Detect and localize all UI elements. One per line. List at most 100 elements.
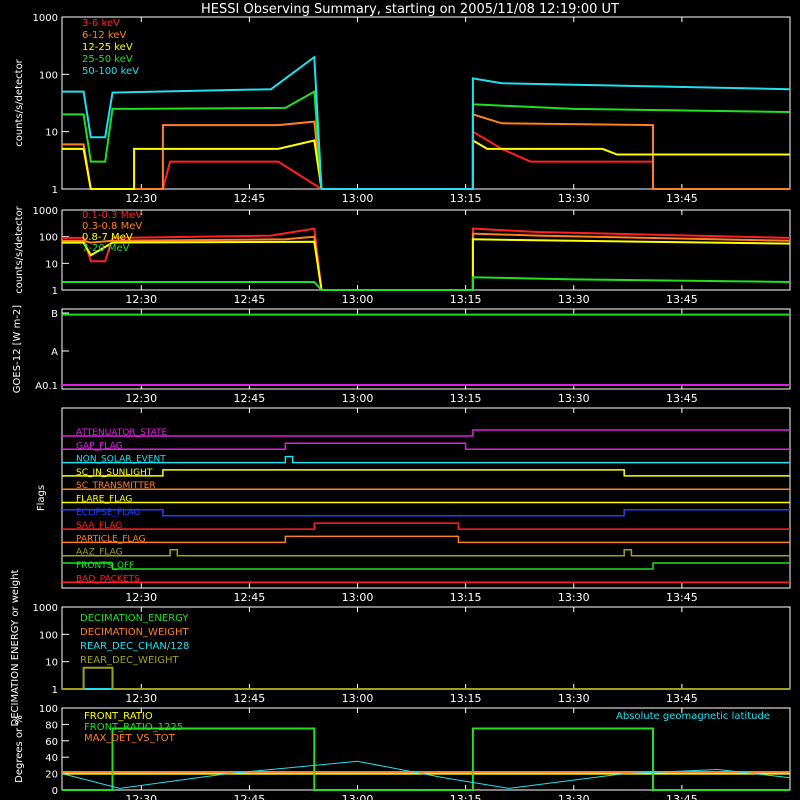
panel-4-x-tick-label: 13:45 <box>666 692 698 705</box>
flag-line-aaz-flag <box>62 548 790 557</box>
panel-5-y-tick-label: 20 <box>45 770 58 781</box>
panel-5-y-label: Degrees or % <box>14 715 25 783</box>
flag-label-eclipse-flag: ECLIPSE_FLAG <box>76 508 140 518</box>
panel-2-y-tick-label: B <box>51 309 58 320</box>
panel-2-x-tick-label: 12:30 <box>125 392 157 405</box>
panel-1-legend-entry: 0.1-0.3 MeV <box>82 210 142 221</box>
panel-3-x-tick-label: 13:15 <box>450 591 482 604</box>
series-line-rear-dec-weight <box>62 666 790 690</box>
panel-3-y-label: Flags <box>36 485 47 511</box>
panel-0-x-tick-label: 12:45 <box>234 192 266 205</box>
panel-5-x-tick-label: 12:45 <box>234 793 266 800</box>
panel-2-x-tick-label: 12:45 <box>234 392 266 405</box>
panel-5-y-tick-label: 40 <box>45 753 58 764</box>
flag-label-fronts-off: FRONTS_OFF <box>76 561 134 571</box>
panel-0-legend-entry: 25-50 keV <box>82 54 133 65</box>
panel-1-x-tick-label: 13:45 <box>666 293 698 306</box>
flag-line-fronts-off <box>62 562 790 570</box>
panel-0-legend-entry: 6-12 keV <box>82 30 126 41</box>
panel-3-x-tick-label: 13:30 <box>558 591 590 604</box>
panel-4-x-tick-label: 13:00 <box>342 692 374 705</box>
panel-2-x-tick-label: 13:00 <box>342 392 374 405</box>
series-line-12-25-kev <box>62 138 790 190</box>
panel-3-x-tick-label: 13:45 <box>666 591 698 604</box>
panel-5-legend-entry: FRONT_RATIO_1225 <box>84 722 183 733</box>
flag-label-sc-transmitter: SC_TRANSMITTER <box>76 481 156 491</box>
panel-0-y-tick-label: 100 <box>39 70 58 81</box>
flag-label-bad-packets: BAD_PACKETS <box>76 574 140 584</box>
panel-0-x-tick-label: 13:45 <box>666 192 698 205</box>
panel-1-legend-entry: 7-20 MeV <box>82 243 130 254</box>
panel-4-legend-entry: REAR_DEC_CHAN/128 <box>80 641 189 652</box>
panel-5-y-tick-label: 60 <box>45 737 58 748</box>
panel-5-y-tick-label: 0 <box>52 786 58 797</box>
panel-1-legend-entry: 0.3-0.8 MeV <box>82 221 142 232</box>
panel-1-y-tick-label: 1 <box>52 286 58 297</box>
panel-5-x-tick-label: 13:00 <box>342 793 374 800</box>
panel-4-x-tick-label: 12:45 <box>234 692 266 705</box>
panel-0-frame <box>61 16 791 190</box>
panel-4-y-tick-label: 10 <box>45 658 58 669</box>
panel-2-y-label: GOES-12 [W m-2] <box>12 305 23 393</box>
flag-label-particle-flag: PARTICLE_FLAG <box>76 534 146 544</box>
panel-5-legend-entry: FRONT_RATIO <box>84 711 153 722</box>
panel-3-frame <box>61 407 791 589</box>
panel-4-legend-entry: REAR_DEC_WEIGHT <box>80 655 179 666</box>
panel-5-y-tick-label: 80 <box>45 720 58 731</box>
flag-label-saa-flag: SAA_FLAG <box>76 521 122 531</box>
series-line-0-8-7-mev <box>62 238 791 291</box>
panel-0-legend-entry: 12-25 keV <box>82 42 133 53</box>
panel-3-x-tick-label: 12:45 <box>234 591 266 604</box>
panel-5-x-tick-label: 13:15 <box>450 793 482 800</box>
panel-2-x-tick-label: 13:30 <box>558 392 590 405</box>
flag-label-aaz-flag: AAZ_FLAG <box>76 548 123 558</box>
panel-2-y-tick-label: A0.1 <box>35 381 58 392</box>
panel-4-y-tick-label: 1 <box>52 685 58 696</box>
flag-line-particle-flag <box>62 535 790 544</box>
panel-0-y-tick-label: 10 <box>45 128 58 139</box>
panel-1-x-tick-label: 13:00 <box>342 293 374 306</box>
flag-line-attenuator-state <box>62 429 790 437</box>
series-line-0-1-0-3-mev <box>62 227 791 291</box>
panel-1-x-tick-label: 12:45 <box>234 293 266 306</box>
series-line-front-ratio-1225 <box>62 727 790 791</box>
series-line-0-3-0-8-mev <box>62 232 791 291</box>
panel-0-y-label: counts/s/detector <box>14 58 25 146</box>
panel-1-x-tick-label: 12:30 <box>125 293 157 306</box>
flag-label-attenuator-state: ATTENUATOR_STATE <box>76 428 168 438</box>
panel-0-x-tick-label: 13:00 <box>342 192 374 205</box>
panel-4-y-label: DECIMATION ENERGY or weight <box>10 569 21 726</box>
panel-0-y-tick-label: 1 <box>52 185 58 196</box>
flag-line-gap-flag <box>62 442 790 451</box>
panel-5-x-tick-label: 13:45 <box>666 793 698 800</box>
flag-label-flare-flag: FLARE_FLAG <box>76 495 132 505</box>
series-line-6-12-kev <box>62 113 790 190</box>
panel-4-y-tick-label: 100 <box>39 630 58 641</box>
panel-4-legend-entry: DECIMATION_ENERGY <box>80 613 189 624</box>
series-line-25-50-kev <box>62 89 791 190</box>
panel-0-legend-entry: 3-6 keV <box>82 18 120 29</box>
series-line-50-100-kev <box>62 55 791 190</box>
panel-4-x-tick-label: 12:30 <box>125 692 157 705</box>
panel-5-y-tick-label: 100 <box>39 704 58 715</box>
panel-3-x-tick-label: 12:30 <box>125 591 157 604</box>
panel-0-legend-entry: 50-100 keV <box>82 66 139 77</box>
panel-2-x-tick-label: 13:45 <box>666 392 698 405</box>
flag-line-non-solar-event <box>62 455 790 464</box>
panel-0-x-tick-label: 13:30 <box>558 192 590 205</box>
panel-4-legend-entry: DECIMATION_WEIGHT <box>80 627 189 638</box>
flag-line-eclipse-flag <box>62 509 790 517</box>
panel-1-y-label: counts/s/detector <box>14 205 25 293</box>
panel-2-frame <box>61 308 791 390</box>
panel-1-legend-entry: 0.8-7 MeV <box>82 232 133 243</box>
panel-2-y-tick-label: A <box>51 347 58 358</box>
panel-4-y-tick-label: 1000 <box>33 603 58 614</box>
panel-1-x-tick-label: 13:15 <box>450 293 482 306</box>
panel-5-legend-entry: Absolute geomagnetic latitude <box>616 711 770 722</box>
panel-3-x-tick-label: 13:00 <box>342 591 374 604</box>
panel-1-frame <box>61 209 791 291</box>
panel-1-y-tick-label: 10 <box>45 259 58 270</box>
panel-4-x-tick-label: 13:30 <box>558 692 590 705</box>
flag-label-gap-flag: GAP_FLAG <box>76 441 122 451</box>
